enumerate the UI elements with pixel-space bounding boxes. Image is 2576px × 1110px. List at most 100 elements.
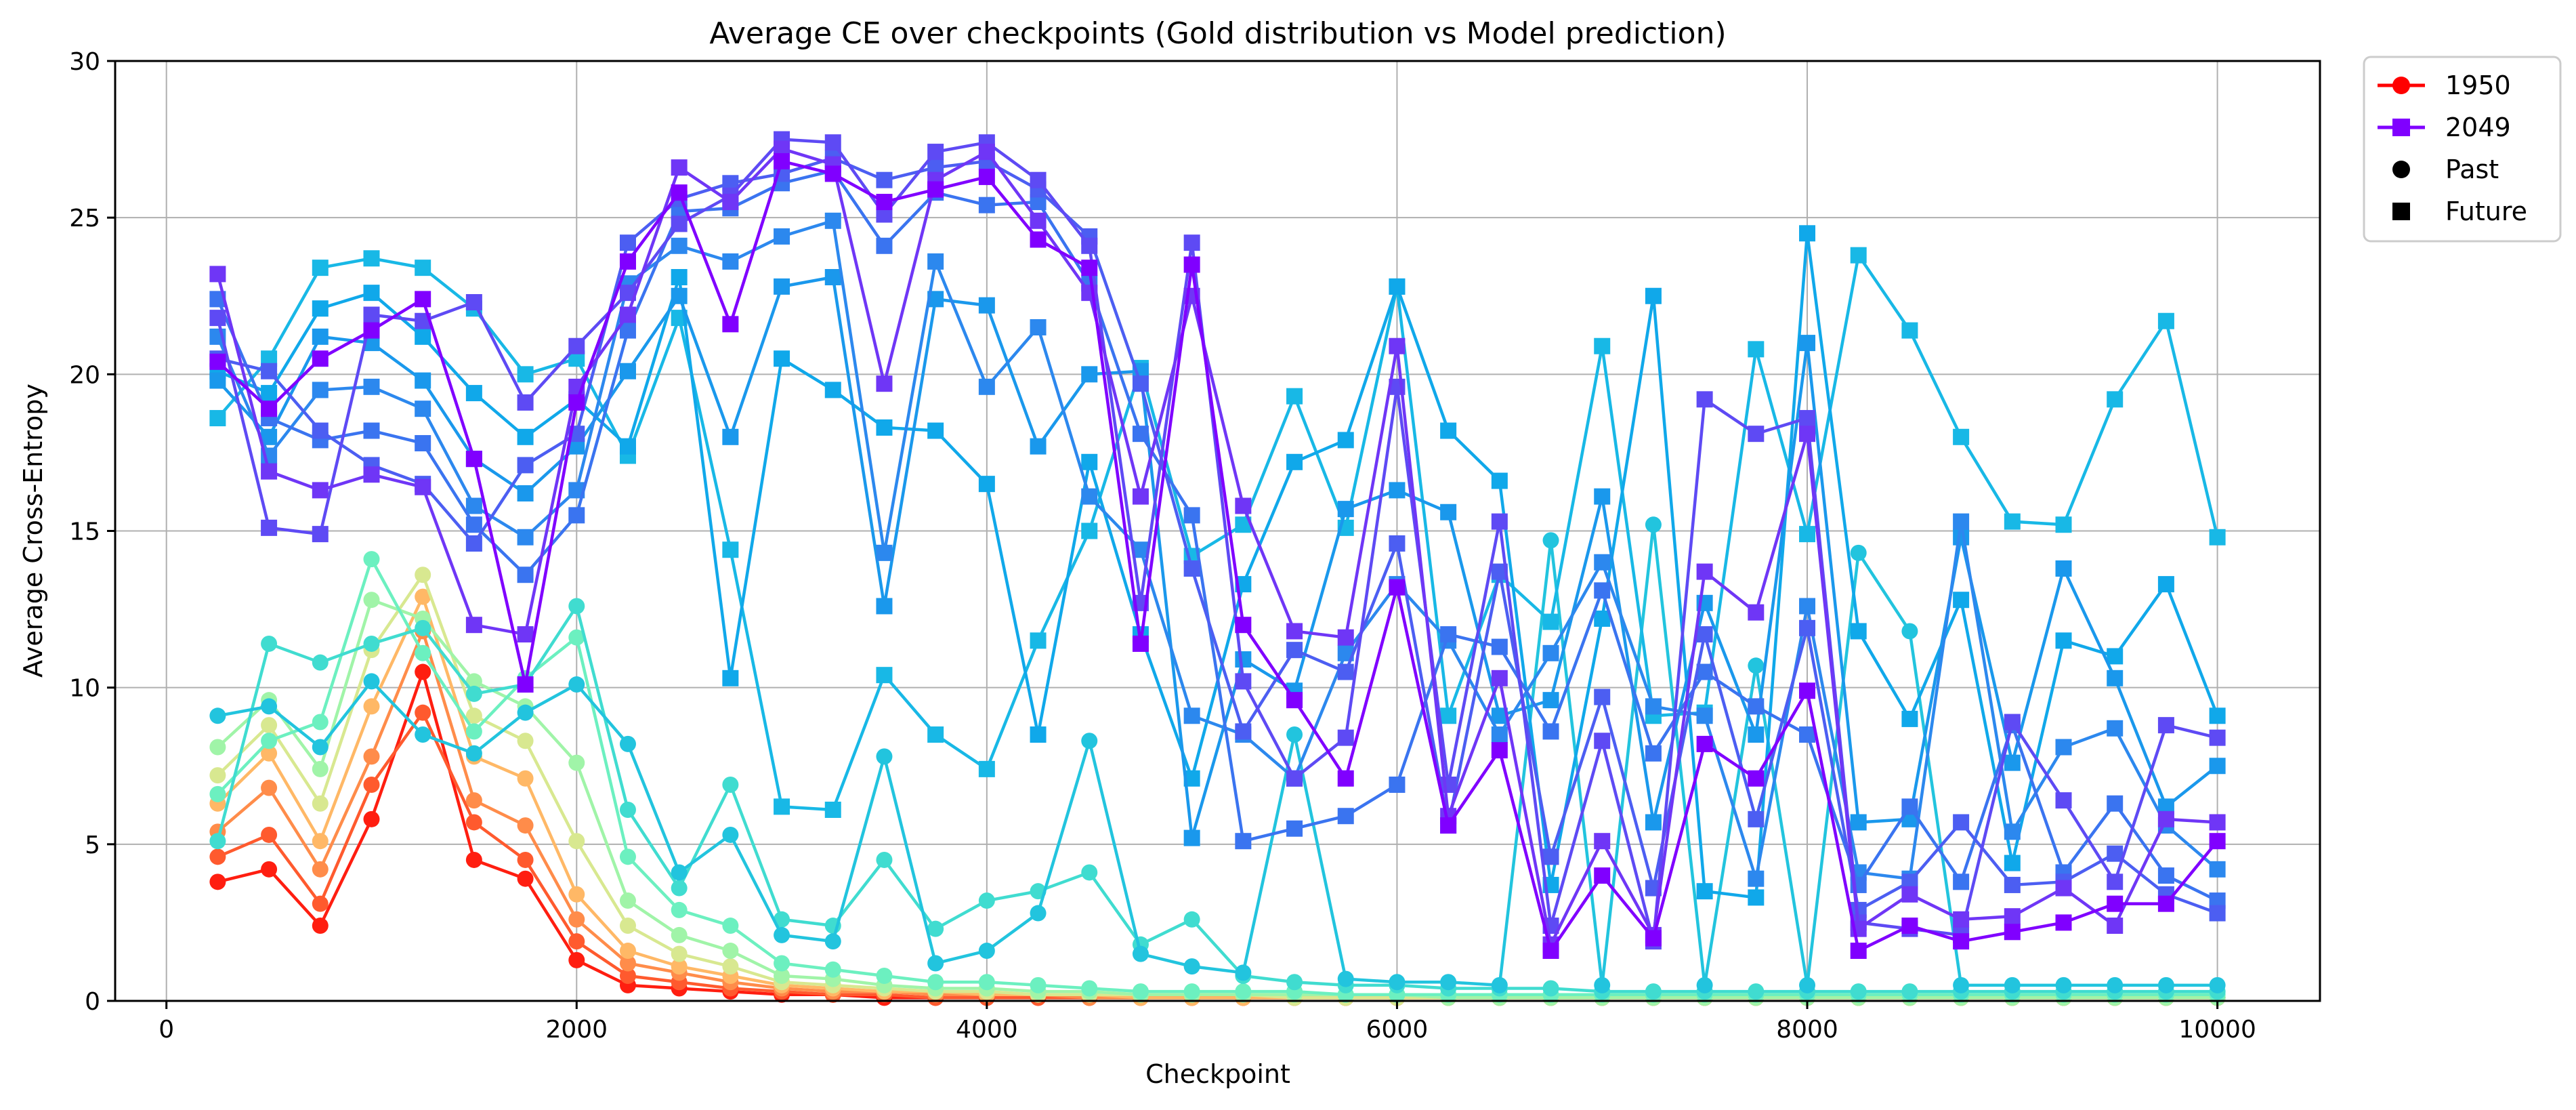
data-point xyxy=(2209,833,2226,850)
x-tick-label: 8000 xyxy=(1776,1016,1838,1044)
data-point xyxy=(568,337,585,354)
data-point xyxy=(876,851,893,868)
data-point xyxy=(1542,613,1559,630)
data-point xyxy=(1696,977,1713,993)
data-point xyxy=(1030,171,1047,188)
data-point xyxy=(209,707,226,724)
data-point xyxy=(209,372,226,389)
data-point xyxy=(2107,845,2124,862)
data-point xyxy=(312,918,329,934)
data-point xyxy=(312,714,329,731)
data-point xyxy=(465,516,482,533)
data-point xyxy=(1799,410,1816,427)
data-point xyxy=(465,673,482,690)
data-point xyxy=(2055,977,2072,993)
data-point xyxy=(1337,629,1354,646)
data-point xyxy=(465,707,482,724)
data-point xyxy=(465,497,482,514)
data-point xyxy=(1183,234,1200,251)
data-point xyxy=(1645,745,1662,762)
data-point xyxy=(312,350,329,367)
data-point xyxy=(1645,287,1662,304)
data-point xyxy=(619,943,636,960)
data-point xyxy=(1542,532,1559,549)
y-tick-label: 0 xyxy=(85,988,100,1016)
data-point xyxy=(1748,726,1765,743)
data-point xyxy=(1183,911,1200,928)
data-point xyxy=(1081,980,1098,997)
data-point xyxy=(722,194,739,211)
data-point xyxy=(465,723,482,740)
data-point xyxy=(1491,638,1508,655)
data-point xyxy=(1235,983,1252,1000)
data-point xyxy=(517,704,534,721)
data-point xyxy=(1901,918,1918,934)
data-point xyxy=(1337,970,1354,987)
data-point xyxy=(774,798,790,815)
data-point xyxy=(978,169,995,186)
data-point xyxy=(1850,544,1867,561)
data-point xyxy=(261,733,278,749)
data-point xyxy=(1183,829,1200,846)
data-point xyxy=(671,958,688,975)
data-point xyxy=(927,726,944,743)
data-point xyxy=(671,864,688,881)
data-point xyxy=(363,250,380,267)
data-point xyxy=(619,438,636,455)
data-point xyxy=(517,626,534,643)
data-point xyxy=(2004,714,2021,731)
data-point xyxy=(1748,657,1765,674)
data-point xyxy=(2107,918,2124,934)
data-point xyxy=(619,306,636,323)
data-point xyxy=(1748,770,1765,787)
series-line xyxy=(217,523,2218,987)
data-point xyxy=(774,228,790,245)
data-point xyxy=(1081,237,1098,254)
data-point xyxy=(1799,225,1816,242)
legend-label: 1950 xyxy=(2445,70,2511,100)
data-point xyxy=(1799,726,1816,743)
data-point xyxy=(209,873,226,890)
data-point xyxy=(2107,391,2124,408)
data-point xyxy=(363,378,380,395)
data-point xyxy=(465,617,482,634)
legend-entry: Past xyxy=(2392,155,2499,184)
data-point xyxy=(1081,366,1098,383)
data-point xyxy=(1286,642,1303,659)
data-point xyxy=(1030,438,1047,455)
data-point xyxy=(209,410,226,427)
data-point xyxy=(2004,924,2021,941)
data-point xyxy=(1645,814,1662,831)
data-point xyxy=(415,372,431,389)
data-point xyxy=(517,485,534,502)
data-point xyxy=(1799,682,1816,699)
data-point xyxy=(876,375,893,392)
y-axis: 0 5 10 15 20 25 30 xyxy=(69,48,115,1016)
data-point xyxy=(1389,278,1406,295)
data-point xyxy=(312,833,329,850)
data-point xyxy=(824,212,841,229)
data-point xyxy=(312,861,329,878)
data-point xyxy=(1286,388,1303,405)
data-point xyxy=(2055,880,2072,897)
data-point xyxy=(774,968,790,985)
data-point xyxy=(774,926,790,943)
data-point xyxy=(774,955,790,972)
data-point xyxy=(978,197,995,213)
data-point xyxy=(465,451,482,468)
data-point xyxy=(774,152,790,169)
data-point xyxy=(1594,733,1611,749)
data-point xyxy=(209,785,226,802)
data-point xyxy=(2107,795,2124,812)
data-point xyxy=(568,629,585,646)
data-point xyxy=(2209,905,2226,922)
data-point xyxy=(1799,526,1816,543)
data-point xyxy=(415,400,431,417)
data-point xyxy=(465,535,482,552)
data-point xyxy=(517,394,534,411)
data-point xyxy=(1235,651,1252,668)
data-point xyxy=(517,457,534,474)
data-point xyxy=(927,955,944,972)
data-point xyxy=(312,895,329,912)
data-point xyxy=(2004,823,2021,840)
